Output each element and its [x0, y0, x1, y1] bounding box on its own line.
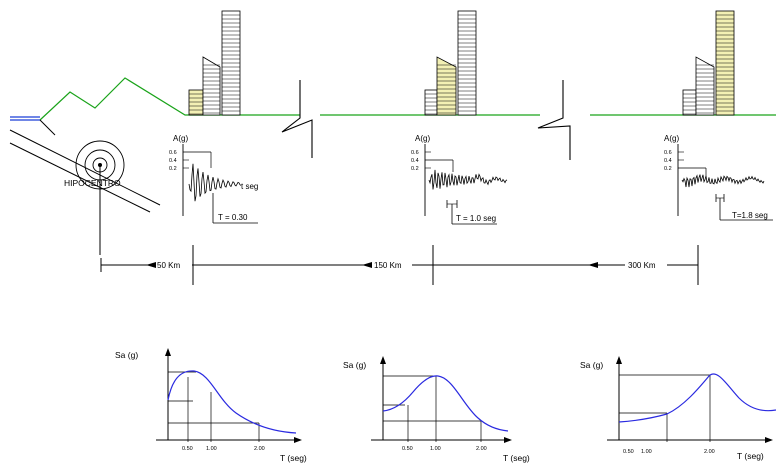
distance-label: 50 Km	[157, 261, 180, 270]
period-tick-label: 0.50	[182, 446, 193, 452]
hypocenter-target-icon	[75, 140, 125, 255]
fault-plane-2	[9, 142, 151, 213]
building-icon	[202, 56, 221, 116]
record-period-label: T=1.8 seg	[732, 211, 768, 220]
accelerogram-mid: A(g) 0.6 0.4 0.2 T = 1.0 seg	[411, 134, 508, 225]
spectrum-near: Sa (g) 0.50 1.00 2.00 T (seg)	[115, 348, 307, 463]
break-line-icon	[281, 80, 313, 158]
spectrum-mid: Sa (g) 0.50 1.00 2.00 T (seg)	[343, 356, 530, 463]
accel-tick-label: 0.4	[664, 158, 672, 164]
accel-axis-label: A(g)	[173, 134, 188, 143]
distance-scale: 50 Km 150 Km 300 Km	[100, 245, 699, 285]
period-tick-label: 1.00	[641, 449, 652, 455]
building-icon	[436, 56, 457, 116]
distance-label: 150 Km	[374, 261, 402, 270]
sa-axis-label: Sa (g)	[343, 360, 366, 370]
accelerogram-trace	[428, 169, 508, 190]
sa-axis-label: Sa (g)	[115, 350, 138, 360]
period-tick-label: 2.00	[476, 446, 487, 452]
accel-tick-label: 0.6	[411, 150, 419, 156]
record-period-label: T = 0.30	[218, 213, 248, 222]
period-axis-label: T (seg)	[280, 453, 307, 463]
accel-tick-label: 0.4	[169, 158, 177, 164]
record-period-label: T = 1.0 seg	[456, 214, 496, 223]
period-tick-label: 0.50	[402, 446, 413, 452]
time-axis-label: t seg	[241, 182, 258, 191]
ground-line	[39, 77, 300, 121]
distance-label: 300 Km	[628, 261, 656, 270]
building-icon	[695, 56, 715, 116]
break-line-icon	[537, 80, 571, 160]
period-tick-label: 0.50	[623, 449, 634, 455]
sa-axis-label: Sa (g)	[580, 360, 603, 370]
period-tick-label: 1.00	[430, 446, 441, 452]
accelerogram-near: A(g) 0.6 0.4 0.2 t seg T = 0.30	[169, 134, 258, 224]
period-axis-label: T (seg)	[737, 451, 764, 461]
spectrum-curve	[382, 375, 509, 432]
terrain	[9, 77, 776, 213]
spectrum-far: Sa (g) 0.50 1.00 2.00 T (seg)	[580, 356, 776, 461]
accel-axis-label: A(g)	[664, 134, 679, 143]
accelerogram-far: A(g) 0.6 0.4 0.2 T=1.8 seg	[664, 134, 773, 221]
accel-tick-label: 0.2	[169, 166, 177, 172]
period-axis-label: T (seg)	[503, 453, 530, 463]
buildings	[188, 10, 735, 116]
accel-tick-label: 0.6	[664, 150, 672, 156]
period-tick-label: 1.00	[206, 446, 217, 452]
fault-plane-3	[39, 119, 56, 136]
accel-tick-label: 0.6	[169, 150, 177, 156]
period-tick-label: 2.00	[254, 446, 265, 452]
accelerogram-trace	[681, 174, 765, 188]
accel-tick-label: 0.4	[411, 158, 419, 164]
spectrum-curve	[618, 373, 776, 423]
accel-axis-label: A(g)	[415, 134, 430, 143]
hypocenter-label: HIPOCENTRO	[64, 178, 121, 188]
spectrum-curve	[167, 370, 297, 434]
period-tick-label: 2.00	[704, 449, 715, 455]
accel-tick-label: 0.2	[411, 166, 419, 172]
accel-tick-label: 0.2	[664, 166, 672, 172]
accelerogram-trace	[188, 163, 242, 202]
